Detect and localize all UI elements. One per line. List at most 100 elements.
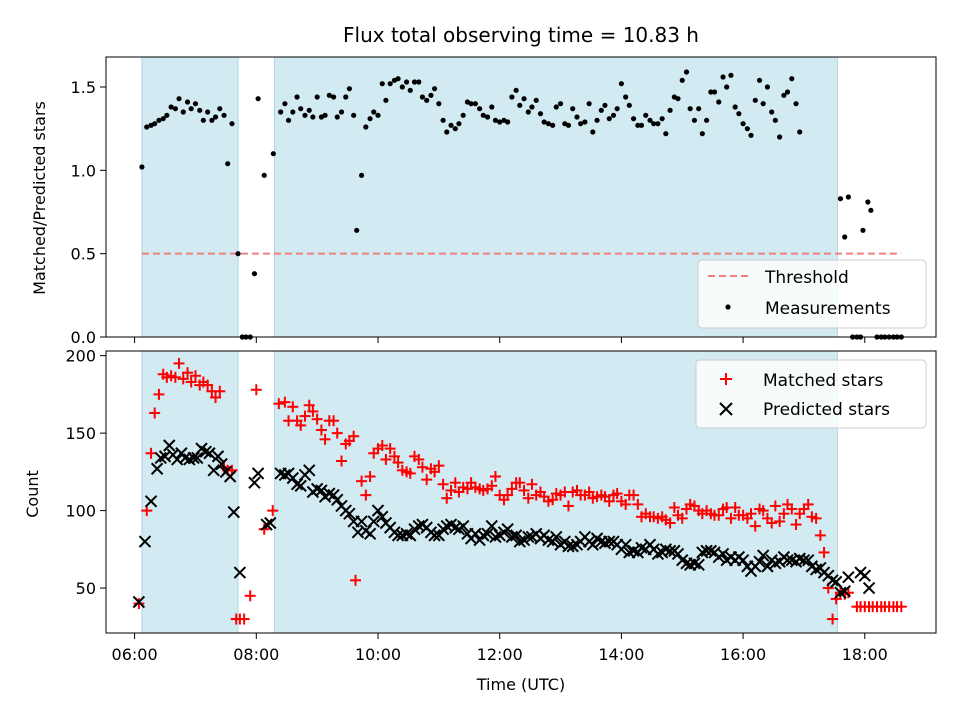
measurement-point — [416, 79, 422, 85]
matched-star-point — [790, 519, 802, 531]
measurement-point — [720, 74, 726, 80]
measurement-point — [521, 96, 527, 102]
measurement-point — [610, 112, 617, 118]
measurement-point — [594, 117, 600, 123]
matched-star-point — [173, 357, 185, 369]
matched-star-point — [842, 587, 854, 599]
predicted-star-point — [233, 566, 247, 579]
matched-star-point — [449, 477, 461, 489]
matched-star-point — [177, 373, 189, 385]
predicted-star-point — [627, 544, 640, 558]
measurement-point — [529, 104, 535, 110]
matched-star-point — [267, 505, 279, 517]
measurement-point — [431, 86, 438, 92]
measurement-point — [448, 122, 454, 128]
predicted-star-point — [688, 557, 701, 570]
measurement-point — [209, 117, 215, 123]
measurement-point — [411, 79, 418, 85]
measurement-point — [229, 121, 235, 127]
measurement-point — [626, 102, 632, 108]
measurement-point — [663, 131, 669, 137]
measurement-point — [517, 102, 523, 108]
matched-star-point — [153, 388, 165, 400]
matched-star-point — [214, 385, 226, 397]
measurement-point — [557, 101, 564, 107]
measurement-point — [703, 117, 710, 123]
matched-star-point — [273, 398, 285, 410]
legend-threshold-label: Threshold — [764, 268, 849, 288]
measurement-point — [651, 121, 657, 127]
predicted-star-point — [363, 527, 377, 541]
measurement-point — [574, 114, 580, 120]
matched-star-point — [818, 546, 830, 558]
measurement-point — [570, 106, 576, 112]
measurement-point — [387, 81, 393, 87]
predicted-star-point — [761, 560, 774, 573]
measurement-point — [363, 124, 369, 130]
measurement-point — [781, 92, 787, 98]
predicted-star-point — [489, 530, 502, 544]
bottom-observing-window — [141, 350, 239, 634]
predicted-star-point — [769, 557, 782, 570]
measurement-point — [404, 79, 410, 85]
measurement-point — [144, 124, 150, 130]
measurement-point — [505, 119, 511, 125]
predicted-star-point — [797, 553, 811, 567]
bottom-y-tick-label: 150 — [65, 424, 96, 443]
predicted-star-point — [163, 439, 176, 452]
measurement-point — [772, 117, 778, 123]
measurement-point — [513, 87, 519, 93]
matched-star-point — [547, 494, 559, 506]
top-legend: Threshold Measurements — [697, 259, 927, 329]
matched-star-point — [486, 480, 498, 492]
measurement-point — [251, 271, 258, 277]
top-observing-window — [141, 56, 239, 338]
matched-star-point — [429, 466, 441, 478]
predicted-star-point — [251, 467, 265, 480]
matched-star-point — [769, 500, 781, 512]
predicted-star-point — [834, 586, 847, 599]
measurement-point — [659, 116, 665, 122]
measurement-point — [590, 129, 596, 135]
matched-star-point — [445, 484, 457, 496]
measurement-point — [302, 112, 308, 118]
predicted-star-point — [716, 547, 730, 561]
matched-star-point — [319, 433, 331, 445]
matched-star-point — [522, 492, 534, 504]
measurement-point — [160, 116, 166, 122]
predicted-star-point — [323, 487, 336, 500]
legend-matched-label: Matched stars — [763, 371, 883, 391]
measurement-point — [197, 107, 203, 113]
matched-star-point — [189, 370, 201, 382]
x-tick-label: 10:00 — [355, 645, 401, 664]
legend-measurements-label: Measurements — [765, 299, 891, 319]
measurement-point — [255, 96, 261, 102]
measurement-point — [205, 109, 211, 115]
measurement-point — [711, 89, 718, 95]
matched-star-point — [413, 453, 425, 465]
matched-star-point — [713, 509, 725, 521]
measurement-point — [623, 94, 629, 100]
measurement-point — [533, 97, 539, 103]
matched-star-point — [360, 489, 372, 501]
matched-star-point — [664, 517, 676, 529]
predicted-star-point — [331, 493, 344, 506]
matched-star-point — [766, 517, 778, 529]
measurement-point — [156, 117, 162, 123]
top-y-tick-label: 0.5 — [71, 245, 96, 264]
predicted-star-point — [826, 574, 839, 587]
measurement-point — [655, 121, 661, 127]
matched-star-point — [802, 498, 814, 510]
measurement-point — [407, 87, 413, 93]
measurement-point — [606, 116, 612, 122]
matched-star-point — [335, 455, 347, 467]
predicted-star-point — [586, 538, 600, 551]
measurement-point — [740, 121, 746, 127]
predicted-star-point — [842, 571, 855, 584]
predicted-star-point — [505, 530, 519, 544]
predicted-star-point — [343, 507, 356, 520]
top-y-tick-label: 1.5 — [71, 78, 96, 97]
predicted-star-point — [456, 519, 470, 533]
measurement-point — [565, 122, 572, 128]
